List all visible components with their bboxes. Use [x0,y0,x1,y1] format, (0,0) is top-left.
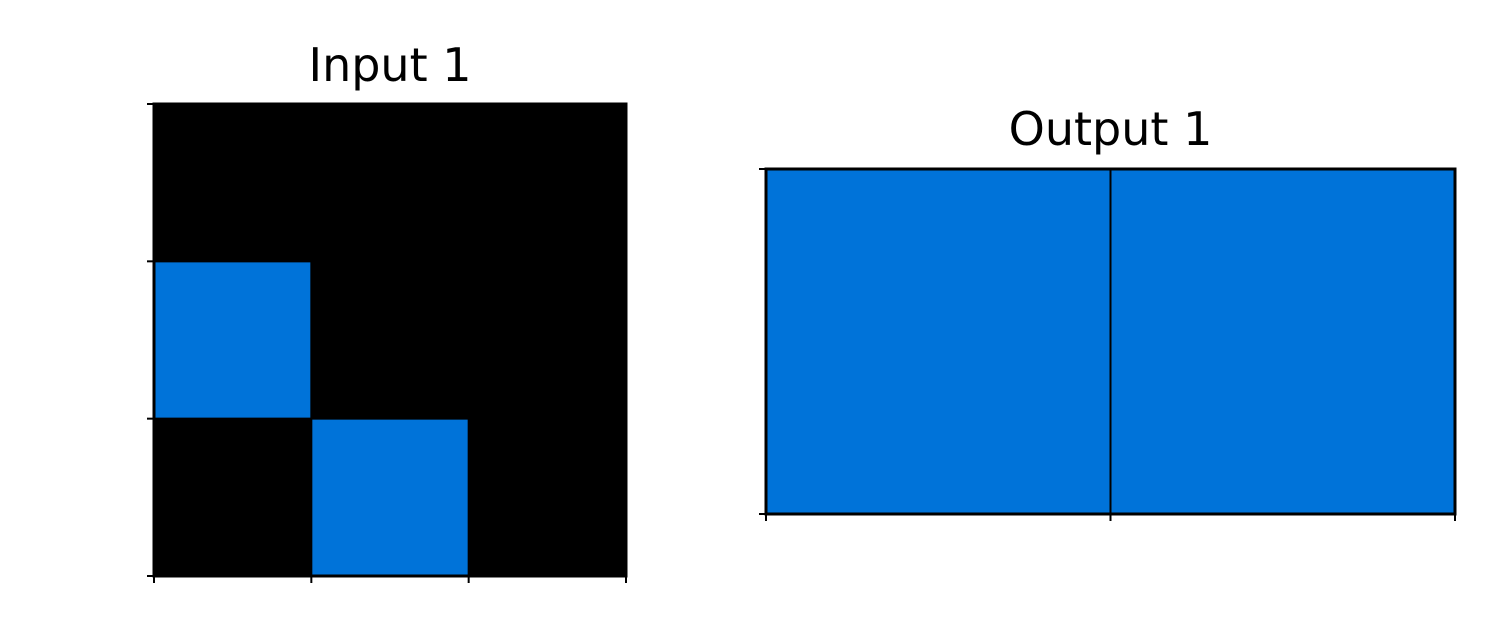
output-cell-r0-c0 [766,169,1111,514]
output-cell-r0-c1 [1111,169,1456,514]
input-cell-r0-c2 [469,104,626,261]
input-cell-r1-c1 [311,261,468,418]
input-cell-r0-c0 [154,104,311,261]
input-cell-r1-c0 [154,261,311,418]
output-grid [759,169,1455,521]
input-grid [147,104,626,583]
input-cell-r2-c1 [311,419,468,576]
input-cell-r2-c0 [154,419,311,576]
input-cell-r1-c2 [469,261,626,418]
input-cell-r2-c2 [469,419,626,576]
input-cell-r0-c1 [311,104,468,261]
